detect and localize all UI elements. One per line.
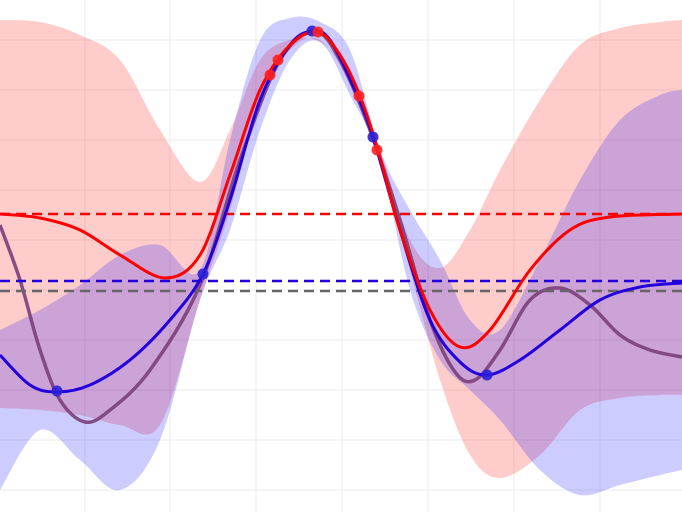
- observation-point: [51, 385, 63, 397]
- posterior-mean: [0, 30, 682, 350]
- observation-point: [371, 144, 383, 156]
- observation-point: [264, 69, 276, 81]
- observation-point: [197, 268, 209, 280]
- observation-point: [312, 26, 324, 38]
- observation-point: [272, 54, 284, 66]
- observation-point: [481, 369, 493, 381]
- observation-point: [353, 90, 365, 102]
- confidence-band: [0, 16, 682, 496]
- observation-point: [367, 131, 379, 143]
